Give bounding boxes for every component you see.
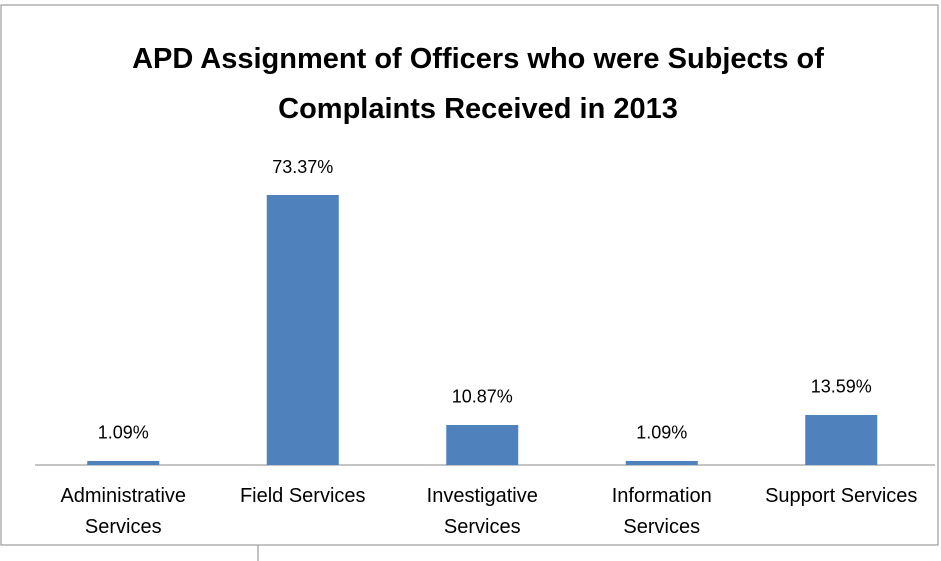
bar (446, 424, 519, 465)
chart-border (0, 4, 939, 546)
x-tick-label: Administrative Services (60, 485, 186, 538)
value-label: 1.09% (98, 423, 149, 443)
x-tick-label: Investigative Services (427, 485, 538, 538)
value-label: 1.09% (636, 423, 687, 443)
x-tick-label: Field Services (240, 485, 366, 507)
value-label: 13.59% (811, 377, 872, 397)
x-tick-label: Information Services (612, 485, 712, 538)
chart-title: APD Assignment of Officers who were Subj… (132, 43, 824, 125)
bar (266, 195, 339, 465)
bar (805, 414, 878, 465)
x-tick-label: Support Services (765, 485, 917, 507)
value-label: 73.37% (272, 157, 333, 177)
bar (625, 460, 698, 465)
value-label: 10.87% (452, 387, 513, 407)
bar (87, 460, 160, 465)
